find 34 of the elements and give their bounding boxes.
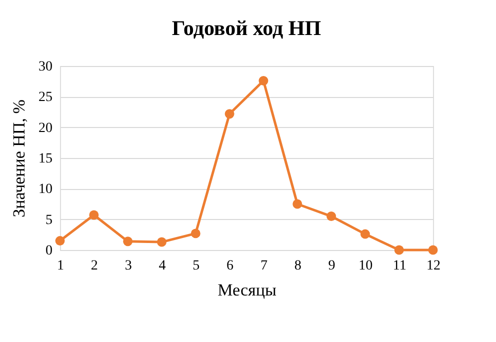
point bbox=[190, 228, 200, 238]
point bbox=[258, 76, 268, 86]
y-tick-label: 10 bbox=[38, 182, 52, 198]
y-tick-label: 5 bbox=[46, 212, 52, 228]
point bbox=[428, 245, 438, 255]
point bbox=[326, 212, 336, 221]
point bbox=[55, 236, 65, 246]
x-tick-label: 10 bbox=[358, 258, 373, 274]
point bbox=[224, 109, 234, 119]
chart-title: Годовой ход НП bbox=[172, 16, 322, 40]
y-tick-label: 20 bbox=[38, 120, 52, 136]
x-tick-label: 5 bbox=[192, 258, 200, 274]
y-tick-label: 25 bbox=[38, 90, 52, 106]
x-axis-title: Месяцы bbox=[218, 280, 277, 300]
x-tick-label: 8 bbox=[294, 258, 302, 274]
point bbox=[89, 210, 99, 220]
x-tick-label: 7 bbox=[260, 258, 268, 274]
x-tick-label: 3 bbox=[124, 258, 132, 274]
point bbox=[394, 245, 404, 255]
x-tick-label: 11 bbox=[392, 258, 406, 274]
y-tick-label: 0 bbox=[46, 244, 52, 258]
x-tick-label: 4 bbox=[158, 258, 166, 274]
x-tick-label: 1 bbox=[57, 258, 64, 274]
point bbox=[360, 229, 370, 239]
x-tick-label: 2 bbox=[90, 258, 98, 274]
x-tick-label: 6 bbox=[226, 258, 234, 274]
x-tick-label: 12 bbox=[426, 258, 440, 274]
y-tick-label: 30 bbox=[38, 60, 52, 74]
point bbox=[123, 236, 133, 246]
x-tick-label: 9 bbox=[328, 258, 336, 274]
y-axis-title: Значение НП, % bbox=[10, 100, 28, 218]
point bbox=[292, 199, 302, 209]
point bbox=[156, 237, 166, 247]
y-tick-label: 15 bbox=[38, 152, 52, 166]
